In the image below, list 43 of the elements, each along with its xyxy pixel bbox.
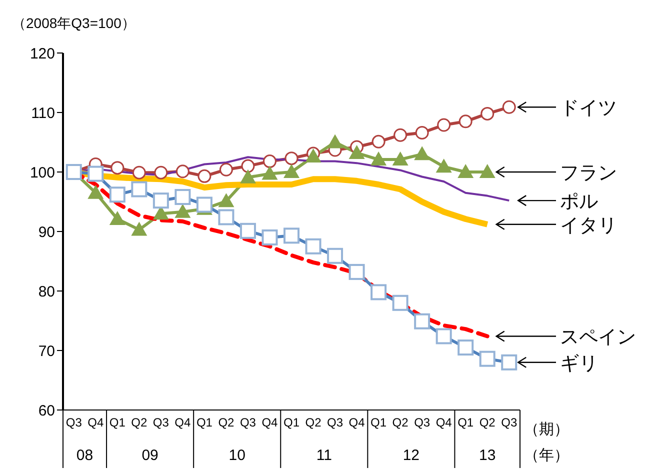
text: 12 (402, 447, 420, 464)
x-tick-label: Q4 (436, 416, 452, 430)
x-tick-label: Q1 (109, 416, 126, 430)
y-tick-label: 80 (38, 283, 55, 300)
y-tick-label: 70 (38, 342, 55, 360)
text: 11 (316, 447, 332, 464)
x-tick-label: Q2 (305, 416, 322, 430)
x-tick-label: Q2 (392, 416, 409, 430)
y-tick-label: 90 (38, 224, 55, 241)
x-tick-label: Q3 (240, 416, 256, 430)
x-tick-label: Q4 (88, 416, 104, 430)
text: 13 (479, 447, 496, 464)
y-tick-label: 110 (31, 104, 55, 122)
x-tick-label: Q2 (479, 416, 496, 430)
x-tick-label: Q4 (262, 416, 278, 430)
x-tick-label: Q3 (152, 416, 170, 430)
text: 08 (76, 447, 94, 464)
y-axis-title: （2008年Q3=100） (12, 15, 136, 31)
x-tick-label: Q1 (283, 416, 300, 430)
x-tick-label: Q3 (66, 416, 82, 430)
text: ドイツ (560, 98, 617, 120)
x-tick-label: Q1 (458, 416, 474, 430)
x-tick-label: Q1 (370, 416, 387, 430)
y-tick-label: 120 (30, 45, 55, 62)
y-tick-label: 100 (30, 164, 55, 182)
y-tick-label: 60 (38, 402, 55, 420)
text: 10 (228, 447, 246, 464)
x-tick-label: Q2 (131, 416, 148, 430)
x-axis-title: （期） (524, 421, 569, 438)
text: イタリ (560, 215, 617, 236)
text: スペイン (560, 327, 636, 348)
text: フラン (560, 163, 617, 184)
x-tick-label: Q4 (174, 416, 192, 430)
text: ギリ (560, 353, 598, 374)
x-tick-label: Q1 (196, 416, 213, 430)
x-tick-label: Q3 (327, 416, 344, 430)
text: ポル (560, 192, 598, 213)
x-tick-label: Q3 (501, 416, 518, 430)
text: 09 (142, 447, 158, 464)
x-tick-label: Q4 (348, 416, 366, 430)
x-tick-label: Q2 (218, 416, 235, 430)
x-tick-label: Q3 (414, 416, 430, 430)
text: （年） (524, 447, 569, 464)
